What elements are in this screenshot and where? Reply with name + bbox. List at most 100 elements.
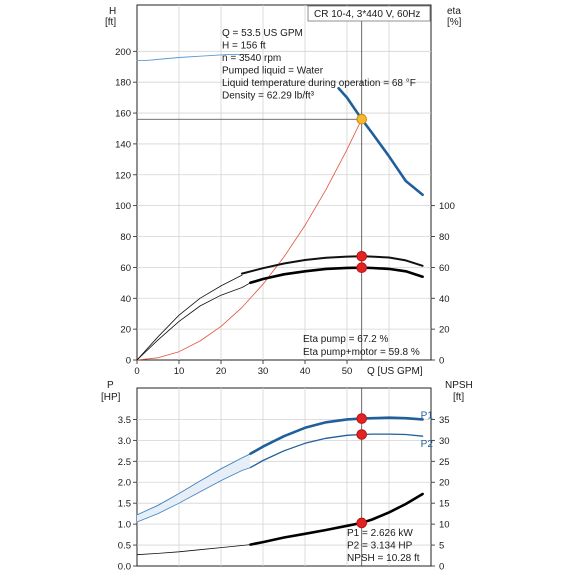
eta-pump-annotation: Eta pump = 67.2 % bbox=[303, 334, 388, 345]
left-tick-label: 3.5 bbox=[118, 415, 131, 426]
top-duty-points bbox=[356, 113, 368, 274]
info-liquid: Pumped liquid = Water bbox=[222, 66, 324, 77]
series-p1-thin bbox=[136, 453, 251, 516]
bottom-right-axis-unit: [ft] bbox=[453, 392, 464, 403]
right-tick-label: 15 bbox=[439, 499, 450, 510]
right-tick-label: 25 bbox=[439, 457, 450, 468]
chart-title-box bbox=[307, 5, 431, 22]
right-tick-label: 40 bbox=[439, 294, 450, 305]
left-tick-label: 180 bbox=[115, 78, 131, 89]
series-npsh-thin bbox=[136, 544, 251, 556]
bottom-left-axis-title: P bbox=[107, 380, 114, 391]
right-tick-label: 80 bbox=[439, 232, 450, 243]
right-tick-label: 20 bbox=[439, 478, 450, 489]
right-tick-label: 0 bbox=[439, 562, 444, 573]
top-right-axis-ticks: 0 20 40 60 80 100 bbox=[431, 201, 455, 367]
duty-point-marker bbox=[356, 113, 368, 125]
x-tick-label: 50 bbox=[342, 366, 353, 377]
right-tick-label: 20 bbox=[439, 325, 450, 336]
series-eta-total-thin bbox=[136, 282, 251, 361]
series-p2 bbox=[249, 433, 424, 469]
series-label-p2: P2 bbox=[421, 439, 434, 450]
top-left-axis-title: H bbox=[109, 6, 116, 17]
bottom-plot-frame bbox=[136, 387, 432, 567]
duty-point-marker bbox=[356, 413, 368, 424]
right-tick-label: 30 bbox=[439, 436, 450, 447]
series-p2-thin bbox=[136, 467, 251, 523]
right-tick-label: 60 bbox=[439, 263, 450, 274]
left-tick-label: 1.0 bbox=[118, 520, 131, 531]
series-head-thin bbox=[136, 53, 247, 62]
x-tick-label: 40 bbox=[300, 366, 311, 377]
npsh-annotation: NPSH = 10.28 ft bbox=[347, 553, 420, 564]
left-tick-label: 2.0 bbox=[118, 478, 131, 489]
left-tick-label: 0.0 bbox=[118, 562, 131, 573]
bottom-series-labels: P1 P2 bbox=[421, 411, 434, 450]
top-right-axis-title: eta bbox=[447, 6, 461, 17]
eta-pump-motor-annotation: Eta pump+motor = 59.8 % bbox=[303, 347, 420, 358]
left-tick-label: 120 bbox=[115, 170, 131, 181]
series-eta-pump bbox=[241, 255, 424, 275]
bottom-left-axis-unit: [HP] bbox=[101, 392, 121, 403]
series-head bbox=[337, 87, 424, 197]
right-tick-label: 5 bbox=[439, 541, 444, 552]
left-tick-label: 0 bbox=[126, 356, 131, 367]
power-band-fill bbox=[137, 453, 251, 522]
top-curves bbox=[136, 53, 424, 361]
p1-annotation: P1 = 2.626 kW bbox=[347, 528, 413, 539]
x-tick-label: 0 bbox=[134, 366, 139, 377]
left-tick-label: 3.0 bbox=[118, 436, 131, 447]
left-tick-label: 160 bbox=[115, 109, 131, 120]
top-plot-frame bbox=[136, 4, 432, 361]
bottom-shaded-band bbox=[137, 453, 251, 522]
series-npsh bbox=[249, 492, 424, 546]
series-label-p1: P1 bbox=[421, 411, 434, 422]
left-tick-label: 20 bbox=[120, 325, 131, 336]
top-operating-guides bbox=[137, 5, 363, 360]
series-system-curve bbox=[136, 118, 363, 361]
left-tick-label: 40 bbox=[120, 294, 131, 305]
left-tick-label: 140 bbox=[115, 139, 131, 150]
left-tick-label: 60 bbox=[120, 263, 131, 274]
bottom-curves bbox=[136, 416, 424, 556]
x-tick-label: 30 bbox=[258, 366, 269, 377]
series-eta-total bbox=[249, 266, 424, 285]
duty-point-marker bbox=[356, 429, 368, 440]
left-tick-label: 1.5 bbox=[118, 499, 131, 510]
top-left-axis-unit: [ft] bbox=[105, 17, 116, 28]
right-tick-label: 35 bbox=[439, 415, 450, 426]
bottom-left-axis-ticks: 0.0 0.5 1.0 1.5 2.0 2.5 3.0 3.5 bbox=[118, 415, 137, 573]
bottom-duty-points bbox=[356, 413, 368, 529]
series-eta-pump-thin bbox=[136, 274, 243, 361]
top-x-axis-ticks: 0 10 20 30 40 50 bbox=[134, 360, 352, 377]
p2-annotation: P2 = 3.134 HP bbox=[347, 541, 413, 552]
duty-point-marker bbox=[356, 250, 368, 262]
right-tick-label: 100 bbox=[439, 201, 455, 212]
right-tick-label: 10 bbox=[439, 520, 450, 531]
top-gridlines bbox=[137, 5, 431, 360]
top-x-axis-label: Q [US GPM] bbox=[367, 366, 423, 377]
top-right-axis-unit: [%] bbox=[447, 17, 462, 28]
bottom-right-axis-title: NPSH bbox=[445, 380, 473, 391]
left-tick-label: 0.5 bbox=[118, 541, 131, 552]
x-tick-label: 10 bbox=[174, 366, 185, 377]
bottom-right-axis-ticks: 0 5 10 15 20 25 30 35 bbox=[431, 415, 450, 573]
left-tick-label: 100 bbox=[115, 201, 131, 212]
duty-point-info: Q = 53.5 US GPM H = 156 ft n = 3540 rpm … bbox=[222, 28, 416, 102]
chart-title: CR 10-4, 3*440 V, 60Hz bbox=[314, 9, 420, 20]
left-tick-label: 80 bbox=[120, 232, 131, 243]
series-p1 bbox=[249, 416, 424, 456]
duty-point-marker bbox=[356, 517, 368, 529]
info-density: Density = 62.29 lb/ft³ bbox=[222, 91, 315, 102]
info-flow: Q = 53.5 US GPM bbox=[222, 28, 303, 39]
duty-point-marker bbox=[356, 262, 368, 274]
info-head: H = 156 ft bbox=[222, 41, 266, 52]
power-npsh-chart: 0.00.51.01.52.02.53.03.5 05101520253035 … bbox=[101, 380, 473, 573]
info-temperature: Liquid temperature during operation = 68… bbox=[222, 78, 416, 89]
right-tick-label: 0 bbox=[439, 356, 444, 367]
top-left-axis-ticks: 0 20 40 60 80 100 120 140 160 180 200 bbox=[115, 47, 137, 367]
bottom-gridlines bbox=[137, 388, 431, 566]
info-speed: n = 3540 rpm bbox=[222, 53, 281, 64]
